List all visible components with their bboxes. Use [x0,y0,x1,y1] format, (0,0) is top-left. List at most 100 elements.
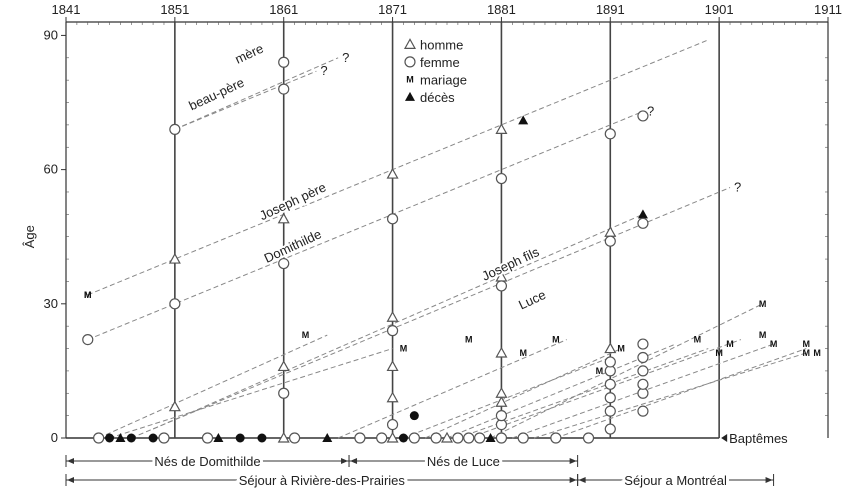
child-line [555,348,807,439]
series-point [168,252,181,264]
y-axis-label: Âge [22,225,37,248]
y-tick-label: 30 [44,296,58,311]
period-arrow [67,458,74,464]
baptism-point [148,433,158,443]
marriage-mark: M [302,330,310,340]
x-tick-label: 1911 [814,2,842,17]
child-line [425,348,622,439]
baptism-point [213,433,224,442]
series-line [174,70,317,130]
series-point [386,213,399,225]
census-point [604,356,616,368]
period-arrow [765,477,773,483]
period-arrow [341,458,349,464]
series-point [386,310,399,322]
series-point: M [84,290,92,300]
series-line [87,110,644,341]
series-point [604,235,616,247]
baptism-point [430,432,442,444]
marriage-mark: M [617,344,625,354]
child-line [337,339,567,439]
baptism-point [235,433,245,443]
series-end-label: ? [342,50,349,65]
baptism-point [517,432,529,444]
series-point [82,333,94,346]
baptism-point [277,431,290,443]
baptism-point [463,432,475,444]
baptism-point [582,432,595,444]
series-point [278,257,290,270]
child-line [98,334,328,439]
marriage-mark: M [726,339,734,349]
census-point [386,360,399,372]
census-point [495,346,508,358]
census-point [637,405,649,417]
marriage-mark: M [552,335,560,345]
series-line [174,57,339,130]
y-tick-label: 60 [44,162,58,177]
baptism-point [257,433,267,443]
baptism-point [398,433,408,443]
census-point [386,391,399,403]
census-point [604,392,616,404]
series-point [169,298,181,310]
period-label: Nés de Domithilde [154,454,260,469]
series-point [637,110,649,122]
baptism-point [452,432,464,444]
series-point [604,128,616,140]
x-tick-label: 1901 [705,2,734,17]
child-line [533,352,807,439]
series-label: Domithilde [262,226,324,266]
series-point [495,172,508,185]
series-point [637,217,649,229]
census-point [495,387,508,398]
marriage-mark: M [802,339,810,349]
baptism-point [495,432,508,444]
series-point [637,209,648,219]
child-line [468,339,742,439]
marriage-mark: M [813,348,821,358]
child-line [457,348,709,439]
series-point [386,325,399,337]
legend-symbol: M [406,74,414,84]
census-point [604,378,616,390]
x-tick-label: 1841 [52,2,81,17]
series-point [604,226,617,237]
baptism-point [440,431,454,443]
series-line [87,39,709,296]
legend-symbol [403,38,417,49]
series-label: beau-père [186,75,246,114]
child-line [403,357,611,439]
baptism-point [485,433,496,442]
x-tick-label: 1851 [160,2,189,17]
legend-label: décès [420,90,455,105]
census-point [604,423,616,435]
x-tick-label: 1881 [487,2,516,17]
period-arrow [569,477,577,483]
baptism-point [322,433,333,442]
period-bars: Nés de Domithilde Nés de Luce Séjour à Riv… [65,451,775,490]
x-tick-label: 1871 [378,2,407,17]
census-point [637,365,649,377]
series-point [518,115,529,125]
series-end-label: ? [320,63,327,78]
baptism-point [93,432,105,444]
legend-symbol [404,91,415,101]
marriage-mark: M [84,290,92,300]
y-tick-label: 90 [44,27,58,42]
census-point [386,418,399,431]
census-point [495,395,508,407]
baptism-point [158,432,170,444]
period-arrow [350,458,358,464]
baptism-point [126,433,136,443]
y-tick-label: 0 [51,430,58,445]
series-end-label: ? [734,180,741,195]
marriage-mark: M [400,344,408,354]
series-label: Joseph fils [479,244,541,284]
marriage-mark: M [715,348,723,358]
series-label: Joseph père [257,179,328,223]
series-point [278,387,290,399]
series-point [277,212,290,224]
series-point [386,167,399,179]
